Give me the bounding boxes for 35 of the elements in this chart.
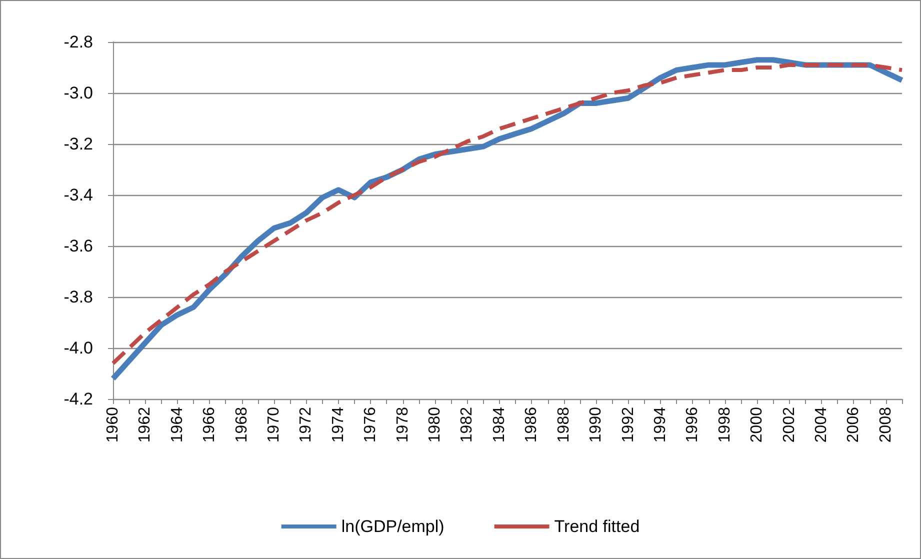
y-tick-label: -3.6 bbox=[64, 236, 93, 256]
x-tick-label: 2000 bbox=[748, 406, 766, 443]
x-tick-label: 1962 bbox=[136, 406, 154, 443]
x-tick-label: 1970 bbox=[266, 406, 283, 443]
x-tick-label: 1996 bbox=[684, 406, 702, 443]
x-tick-label: 1960 bbox=[104, 406, 122, 443]
y-tick-label: -3.4 bbox=[64, 186, 93, 204]
y-tick-label: -3.0 bbox=[64, 84, 93, 102]
x-tick-label: 1984 bbox=[490, 406, 508, 443]
x-tick-label: 1992 bbox=[620, 406, 637, 443]
legend-label: ln(GDP/empl) bbox=[341, 517, 444, 536]
legend-label: Trend fitted bbox=[554, 517, 640, 536]
x-tick-label: 2006 bbox=[845, 406, 862, 443]
y-tick-label: -3.2 bbox=[64, 134, 93, 154]
x-tick-label: 1998 bbox=[716, 406, 734, 443]
y-tick-label: -3.8 bbox=[64, 288, 93, 306]
x-tick-label: 1988 bbox=[555, 406, 572, 443]
y-tick-label: -2.8 bbox=[64, 32, 93, 52]
x-tick-label: 1982 bbox=[458, 406, 476, 443]
x-tick-label: 1994 bbox=[652, 406, 669, 443]
y-tick-label: -4.2 bbox=[64, 390, 93, 408]
x-tick-label: 1974 bbox=[330, 406, 347, 443]
x-tick-label: 1978 bbox=[394, 406, 412, 443]
x-tick-label: 1990 bbox=[588, 406, 605, 443]
x-tick-label: 1968 bbox=[233, 406, 250, 443]
x-tick-label: 2008 bbox=[877, 406, 894, 443]
x-tick-label: 1972 bbox=[298, 406, 315, 443]
y-tick-label: -4.0 bbox=[64, 338, 93, 358]
x-tick-label: 2004 bbox=[812, 406, 830, 443]
x-tick-label: 1980 bbox=[426, 406, 444, 443]
x-tick-label: 2002 bbox=[780, 406, 798, 443]
x-tick-label: 1964 bbox=[168, 406, 186, 443]
x-tick-label: 1976 bbox=[362, 406, 380, 443]
x-tick-label: 1986 bbox=[523, 406, 540, 443]
x-tick-label: 1966 bbox=[201, 406, 218, 443]
